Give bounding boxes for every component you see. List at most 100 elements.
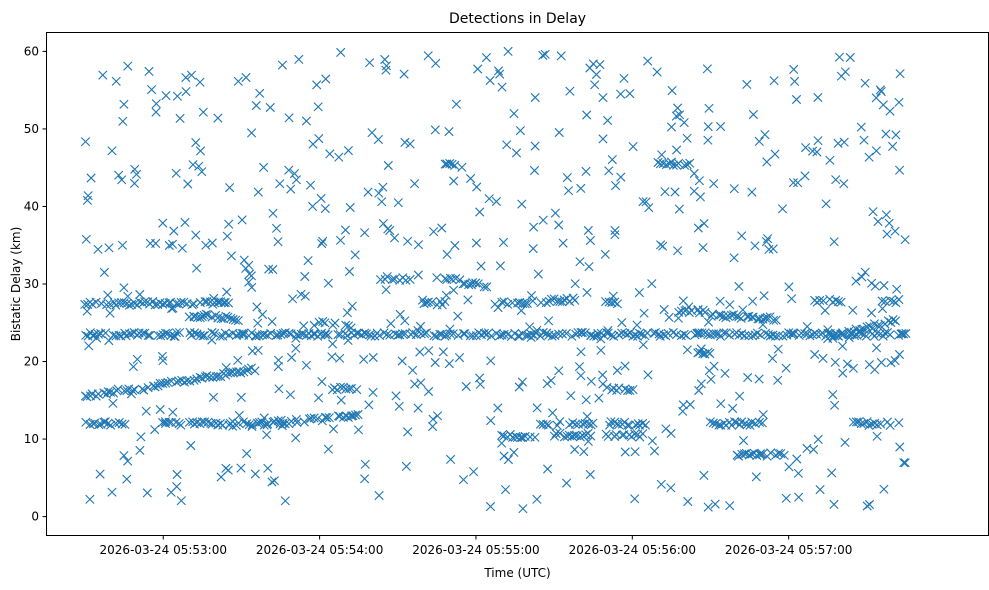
detection-point	[458, 475, 469, 485]
detection-point	[840, 67, 850, 77]
detection-point	[757, 449, 768, 459]
detection-point	[857, 328, 867, 338]
detection-point	[573, 328, 583, 338]
detection-point	[299, 417, 309, 427]
detection-point	[698, 243, 708, 253]
detection-point	[374, 188, 384, 198]
detection-point	[773, 344, 783, 354]
detection-point	[138, 328, 148, 338]
detection-point	[244, 420, 254, 430]
detection-point	[117, 175, 127, 185]
detection-point	[622, 329, 633, 339]
detection-point	[352, 385, 362, 395]
detection-point	[607, 155, 617, 165]
detection-point	[271, 223, 282, 233]
detection-point	[216, 472, 226, 482]
detection-point	[862, 501, 872, 511]
detection-point	[554, 127, 564, 138]
detection-point	[119, 386, 129, 396]
detection-point	[616, 89, 626, 99]
y-tick-label: 40	[24, 199, 39, 213]
detection-point	[879, 484, 889, 494]
detection-point	[191, 230, 201, 240]
detection-point	[176, 420, 186, 430]
plot-area	[46, 32, 989, 536]
detection-point	[620, 447, 630, 457]
detection-point	[769, 76, 779, 86]
detection-point	[236, 392, 246, 402]
detection-point	[867, 278, 877, 288]
detection-point	[585, 63, 595, 73]
detection-point	[761, 237, 772, 247]
detection-point	[394, 401, 404, 411]
detection-point	[742, 420, 752, 430]
detection-point	[769, 315, 779, 325]
detection-point	[310, 329, 320, 339]
detection-point	[637, 329, 647, 339]
detection-point	[424, 346, 434, 356]
detection-point	[894, 418, 904, 428]
detection-point	[386, 319, 396, 329]
detection-point	[246, 271, 256, 281]
detection-point	[499, 451, 509, 461]
detection-point	[291, 433, 301, 443]
x-tick-label: 2026-03-24 05:54:00	[256, 543, 383, 557]
detection-point	[544, 316, 554, 326]
detection-point	[514, 382, 524, 392]
detection-point	[135, 445, 145, 455]
detection-point	[679, 118, 689, 128]
detection-point	[532, 403, 542, 413]
detection-point	[475, 207, 485, 217]
detection-point	[128, 386, 138, 396]
detection-point	[461, 381, 471, 392]
detection-point	[708, 418, 718, 428]
detection-point	[580, 328, 590, 338]
detection-point	[418, 295, 428, 305]
y-axis-label: Bistatic Delay (km)	[9, 227, 23, 342]
detection-point	[610, 225, 620, 236]
detection-point	[702, 64, 712, 74]
detection-point	[583, 225, 593, 236]
detection-point	[610, 230, 620, 240]
detection-point	[625, 89, 635, 99]
detection-point	[98, 70, 108, 80]
detection-point	[198, 107, 208, 117]
detection-point	[522, 298, 532, 308]
detection-point	[101, 328, 111, 338]
detection-point	[600, 249, 610, 259]
detection-point	[163, 377, 173, 387]
detection-point	[156, 331, 166, 341]
detection-point	[377, 197, 387, 207]
detection-point	[526, 291, 537, 301]
detection-point	[139, 385, 149, 395]
detection-point	[174, 376, 184, 386]
detection-point	[754, 374, 764, 384]
detection-point	[497, 297, 507, 307]
detection-point	[787, 294, 797, 304]
detection-point	[387, 274, 397, 284]
detection-point	[94, 420, 104, 430]
detection-point	[429, 331, 439, 341]
detection-point	[562, 173, 572, 183]
detection-point	[771, 450, 781, 460]
detection-point	[150, 382, 160, 392]
detection-point	[880, 328, 890, 338]
detection-point	[486, 356, 496, 366]
detection-point	[441, 290, 451, 300]
detection-point	[705, 348, 715, 359]
detection-point	[549, 431, 560, 441]
detection-point	[176, 496, 186, 506]
detection-point	[445, 324, 455, 334]
detection-point	[831, 175, 841, 185]
detection-point	[781, 493, 791, 503]
detection-point	[106, 420, 116, 430]
detection-point	[554, 366, 564, 376]
detection-point	[221, 311, 231, 321]
detection-point	[213, 113, 223, 123]
detection-point	[428, 421, 438, 432]
detection-point	[890, 356, 900, 366]
detection-point	[647, 436, 657, 446]
detection-point	[632, 320, 642, 330]
detection-point	[208, 392, 219, 402]
detection-point	[518, 504, 528, 514]
